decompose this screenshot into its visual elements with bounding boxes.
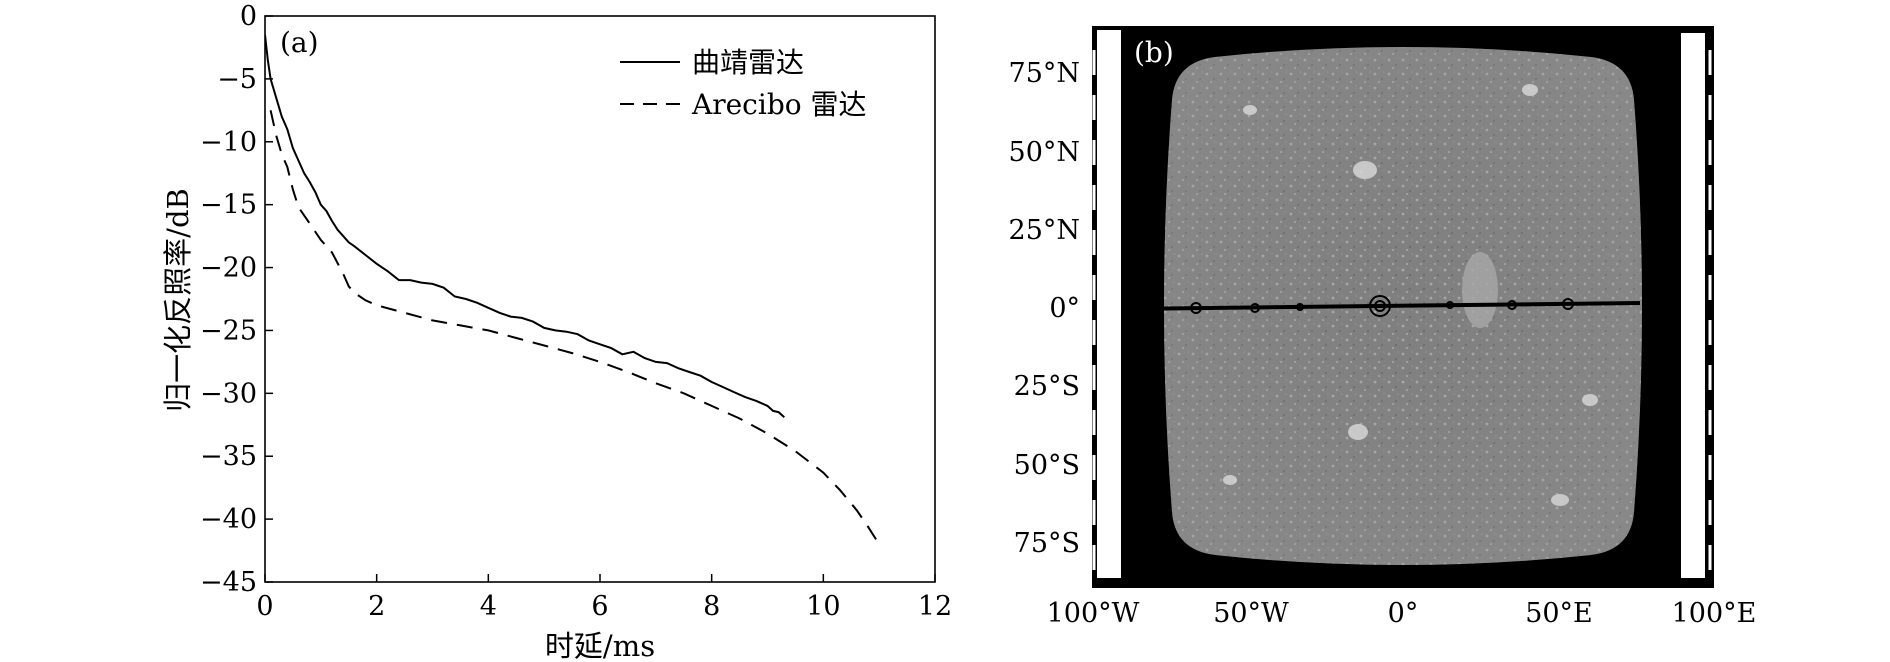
series-line-arecibo (269, 110, 881, 545)
legend: 曲靖雷达 Arecibo 雷达 (620, 46, 867, 121)
series-lines (265, 34, 881, 545)
latitude-labels: 75°N 50°N 25°N 0° 25°S 50°S 75°S (1009, 58, 1080, 559)
right-border-bar (1681, 33, 1705, 578)
y-tick-label: −30 (200, 378, 257, 409)
panel-b-label: (b) (1134, 36, 1174, 69)
y-tick-label: −25 (200, 315, 257, 346)
x-tick-label: 4 (480, 591, 497, 622)
x-axis-title: 时延/ms (545, 629, 655, 662)
bright-features (1223, 84, 1598, 506)
panel-a-line-chart: 0 2 4 6 8 10 12 0 −5 −10 −15 −20 −25 −30 −35 −40 −45 (a… (161, 1, 952, 662)
x-tick-label: 12 (918, 591, 952, 622)
x-tick-label: 0 (256, 591, 273, 622)
lat-label: 75°S (1014, 528, 1080, 559)
lat-label: 75°N (1009, 58, 1080, 89)
x-tick-label: 10 (806, 591, 840, 622)
lon-label: 100°E (1672, 598, 1757, 629)
y-tick-label: −45 (200, 567, 257, 598)
y-tick-label: −40 (200, 504, 257, 535)
lon-label: 50°W (1213, 598, 1289, 629)
y-tick-label: −5 (217, 64, 257, 95)
panel-b-radar-map: (b) 75°N 50°N 25°N 0° 25°S 50°S 75°S 100… (1009, 26, 1757, 629)
lat-label: 25°N (1009, 215, 1080, 246)
y-tick-label: −15 (200, 190, 257, 221)
y-tick-label: −35 (200, 441, 257, 472)
legend-label-arecibo: Arecibo 雷达 (691, 88, 867, 121)
y-axis-title: 归一化反照率/dB (161, 188, 195, 412)
lon-label: 50°E (1525, 598, 1593, 629)
lat-label: 0° (1049, 293, 1080, 324)
x-tick-label: 6 (591, 591, 608, 622)
lon-label: 0° (1388, 598, 1419, 629)
x-tick-label: 2 (368, 591, 385, 622)
series-line-qujing (265, 34, 785, 418)
y-tick-label: 0 (240, 1, 257, 32)
lon-label: 100°W (1047, 598, 1140, 629)
y-tick-label: −10 (200, 127, 257, 158)
x-axis-ticks: 0 2 4 6 8 10 12 (256, 574, 952, 622)
y-axis-ticks: 0 −5 −10 −15 −20 −25 −30 −35 −40 −45 (200, 1, 273, 598)
lat-label: 50°N (1009, 137, 1080, 168)
x-tick-label: 8 (703, 591, 720, 622)
y-tick-label: −20 (200, 253, 257, 284)
longitude-labels: 100°W 50°W 0° 50°E 100°E (1047, 598, 1757, 629)
left-border-bar (1097, 30, 1121, 578)
panel-a-label: (a) (280, 26, 319, 59)
equator-line (1120, 301, 1641, 311)
lat-label: 50°S (1014, 450, 1080, 481)
equator-markers (1190, 295, 1574, 317)
legend-label-qujing: 曲靖雷达 (692, 46, 804, 79)
lat-label: 25°S (1014, 371, 1080, 402)
